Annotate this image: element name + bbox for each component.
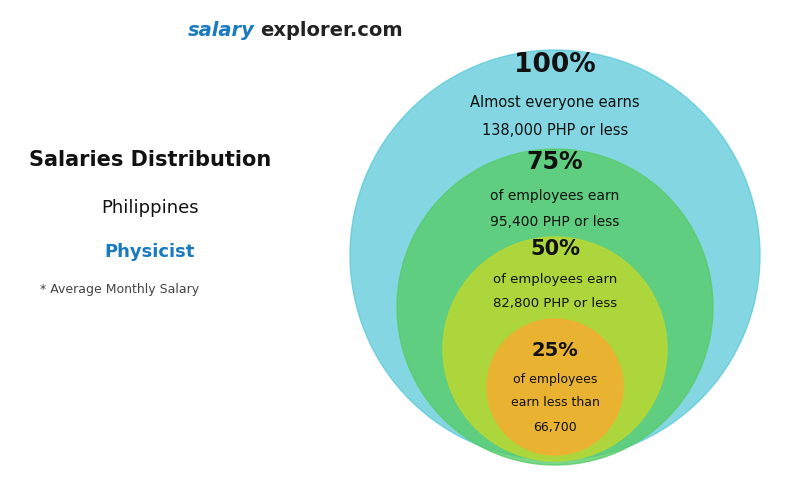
Text: of employees earn: of employees earn: [493, 273, 617, 286]
Circle shape: [397, 149, 713, 465]
Text: 75%: 75%: [526, 150, 583, 174]
Text: 138,000 PHP or less: 138,000 PHP or less: [482, 123, 628, 138]
Text: 66,700: 66,700: [533, 420, 577, 433]
Text: * Average Monthly Salary: * Average Monthly Salary: [41, 284, 199, 297]
Text: of employees: of employees: [513, 372, 597, 385]
Text: 100%: 100%: [514, 51, 596, 77]
Text: Physicist: Physicist: [105, 243, 195, 261]
Circle shape: [350, 50, 760, 460]
Circle shape: [487, 319, 623, 455]
Text: of employees earn: of employees earn: [490, 189, 620, 203]
Text: Philippines: Philippines: [101, 199, 199, 217]
Text: Salaries Distribution: Salaries Distribution: [29, 150, 271, 170]
Text: 50%: 50%: [530, 239, 580, 259]
Text: explorer.com: explorer.com: [260, 21, 402, 39]
Text: 82,800 PHP or less: 82,800 PHP or less: [493, 297, 617, 310]
Text: 95,400 PHP or less: 95,400 PHP or less: [490, 215, 620, 229]
Text: salary: salary: [188, 21, 255, 39]
Text: 25%: 25%: [532, 341, 578, 360]
Text: earn less than: earn less than: [510, 396, 599, 409]
Text: Almost everyone earns: Almost everyone earns: [470, 95, 640, 110]
Circle shape: [443, 237, 667, 461]
